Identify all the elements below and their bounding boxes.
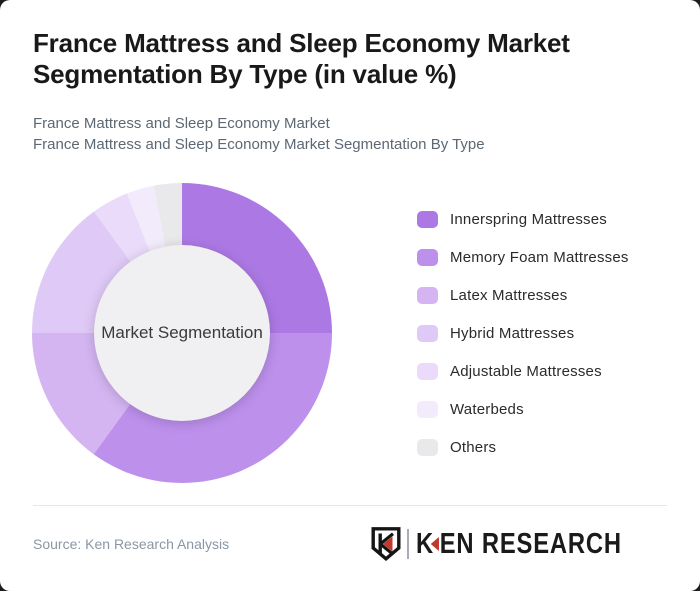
legend-item: Others — [417, 439, 629, 456]
donut-center-label: Market Segmentation — [101, 323, 263, 342]
legend-item: Memory Foam Mattresses — [417, 249, 629, 266]
legend-item: Latex Mattresses — [417, 287, 629, 304]
logo-separator — [406, 529, 409, 559]
chart-area: Market Segmentation Innerspring Mattress… — [32, 183, 667, 483]
page-title: France Mattress and Sleep Economy Market… — [33, 0, 667, 90]
legend-swatch — [417, 363, 438, 380]
source-note: Source: Ken Research Analysis — [33, 536, 230, 552]
ken-shield-icon — [371, 527, 401, 561]
donut-center: Market Segmentation — [94, 245, 270, 421]
logo-wordmark: K EN RESEARCH — [416, 528, 622, 561]
legend-label: Memory Foam Mattresses — [450, 249, 629, 266]
legend-label: Waterbeds — [450, 401, 524, 418]
title-line-2: Segmentation By Type (in value %) — [33, 59, 457, 89]
subtitle-block: France Mattress and Sleep Economy Market… — [33, 113, 667, 155]
legend-label: Hybrid Mattresses — [450, 325, 575, 342]
legend-label: Innerspring Mattresses — [450, 211, 607, 228]
legend-swatch — [417, 439, 438, 456]
logo-letter-k: K — [415, 527, 434, 560]
logo-text-rest: EN RESEARCH — [439, 527, 622, 560]
subtitle-line-1: France Mattress and Sleep Economy Market — [33, 115, 330, 132]
legend-item: Innerspring Mattresses — [417, 211, 629, 228]
legend-swatch — [417, 211, 438, 228]
footer-divider — [33, 505, 667, 506]
red-triangle-icon — [430, 537, 439, 551]
footer: Source: Ken Research Analysis K EN RESEAR… — [33, 526, 667, 562]
legend-swatch — [417, 325, 438, 342]
legend-item: Adjustable Mattresses — [417, 363, 629, 380]
legend-swatch — [417, 287, 438, 304]
subtitle-line-2: France Mattress and Sleep Economy Market… — [33, 136, 485, 153]
title-line-1: France Mattress and Sleep Economy Market — [33, 28, 570, 58]
legend-label: Adjustable Mattresses — [450, 363, 602, 380]
legend-item: Hybrid Mattresses — [417, 325, 629, 342]
legend-swatch — [417, 401, 438, 418]
legend: Innerspring Mattresses Memory Foam Mattr… — [417, 183, 629, 483]
legend-swatch — [417, 249, 438, 266]
donut-wrap: Market Segmentation — [32, 183, 332, 483]
legend-label: Latex Mattresses — [450, 287, 568, 304]
legend-item: Waterbeds — [417, 401, 629, 418]
ken-research-logo: K EN RESEARCH — [371, 527, 667, 561]
legend-label: Others — [450, 439, 497, 456]
